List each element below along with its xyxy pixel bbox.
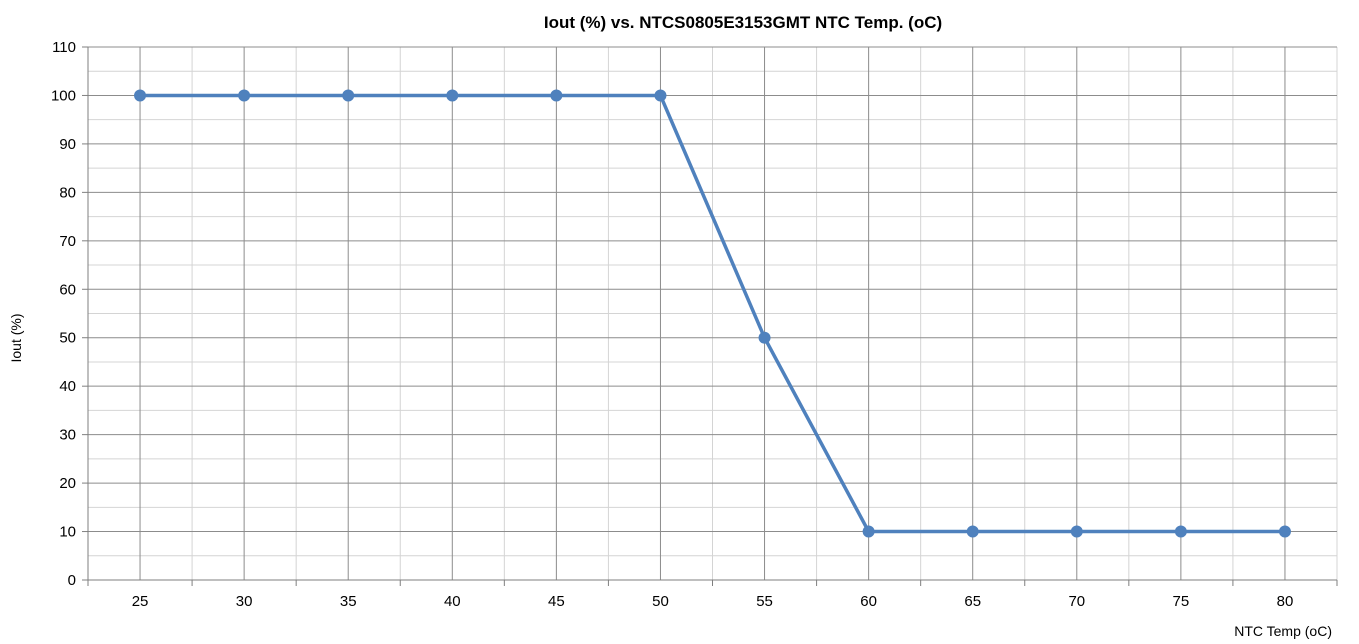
x-axis-label: NTC Temp (oC) [1234, 623, 1332, 639]
y-tick-label: 90 [59, 136, 76, 153]
x-tick-label: 30 [236, 593, 253, 610]
y-axis-label: Iout (%) [8, 313, 24, 362]
series-line [138, 93, 1287, 534]
y-tick-label: 10 [59, 524, 76, 541]
y-tick-label: 20 [59, 475, 76, 492]
x-tick-label: 25 [132, 593, 149, 610]
data-point [966, 525, 979, 538]
y-tick-label: 30 [59, 427, 76, 444]
y-tick-label: 70 [59, 233, 76, 250]
y-tick-label: 110 [52, 39, 76, 56]
data-point [446, 89, 459, 102]
data-point [238, 89, 251, 102]
y-tick-label: 50 [59, 330, 76, 347]
data-point [1070, 525, 1083, 538]
y-tick-label: 100 [51, 87, 76, 104]
y-tick-label: 60 [59, 281, 76, 298]
y-tick-label: 40 [59, 378, 76, 395]
data-point [758, 331, 771, 344]
axes: 0 10 20 30 40 50 60 70 80 90 100 110 25 30 35 40 45 50 55 6… [51, 39, 1338, 610]
x-tick-label: 75 [1173, 593, 1190, 610]
x-tick-label: 45 [548, 593, 565, 610]
x-tick-label: 65 [964, 593, 981, 610]
x-tick-label: 50 [652, 593, 669, 610]
data-point [862, 525, 875, 538]
series-layer [134, 89, 1291, 538]
data-point [1174, 525, 1187, 538]
chart-title: Iout (%) vs. NTCS0805E3153GMT NTC Temp. … [544, 13, 942, 32]
y-tick-label: 0 [68, 572, 76, 589]
x-tick-label: 55 [756, 593, 773, 610]
x-tick-label: 60 [860, 593, 877, 610]
grid [88, 46, 1338, 580]
x-tick-label: 80 [1277, 593, 1294, 610]
data-point [654, 89, 667, 102]
data-point [550, 89, 563, 102]
data-point [1278, 525, 1291, 538]
data-point [342, 89, 355, 102]
y-tick-label: 80 [59, 184, 76, 201]
x-tick-label: 35 [340, 593, 357, 610]
x-tick-label: 70 [1068, 593, 1085, 610]
x-tick-label: 40 [444, 593, 461, 610]
data-point [134, 89, 147, 102]
